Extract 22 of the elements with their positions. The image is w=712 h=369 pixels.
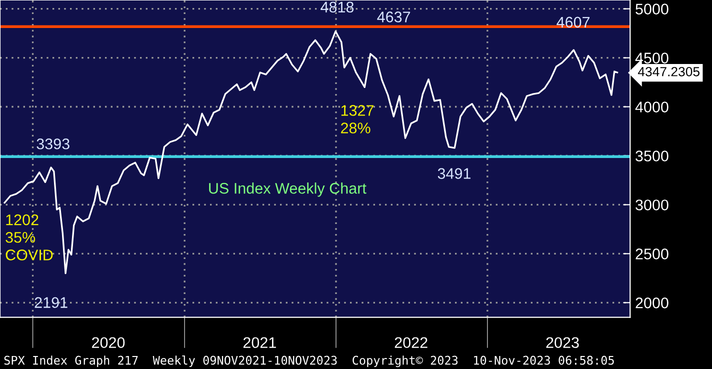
y-tick-label: 4500 — [635, 52, 668, 64]
annotation: US Index Weekly Chart — [209, 182, 366, 197]
annotation: 4818 — [320, 2, 354, 13]
line-series — [4, 30, 618, 274]
y-tick-label: 4000 — [635, 102, 668, 112]
x-tick-label: 2020 — [92, 337, 125, 348]
text: SPX Index Graph 217 Weekly 09NOV2021-10NOV2023 Copyright© 2023 10-Nov-2023 06:58:05 — [4, 356, 614, 368]
x-tick-label: 2021 — [243, 337, 276, 348]
y-tick-label: 3500 — [636, 150, 668, 162]
annotation: 1327 28% — [341, 105, 374, 134]
annotation: 4347.2305 — [638, 66, 700, 76]
x-tick-label: 2023 — [546, 337, 579, 348]
annotation: 1202 35% COVID — [6, 214, 53, 260]
x-tick-label: 2022 — [394, 337, 428, 348]
annotation: 4637 — [377, 12, 410, 22]
y-tick-label: 2000 — [636, 298, 668, 308]
annotation: 2191 — [34, 297, 68, 308]
y-tick-label: 5000 — [636, 4, 668, 14]
y-tick-label: 3000 — [636, 200, 668, 210]
annotation: 3393 — [36, 138, 70, 150]
annotation: 3491 — [438, 168, 470, 179]
y-tick-label: 2500 — [636, 248, 668, 260]
